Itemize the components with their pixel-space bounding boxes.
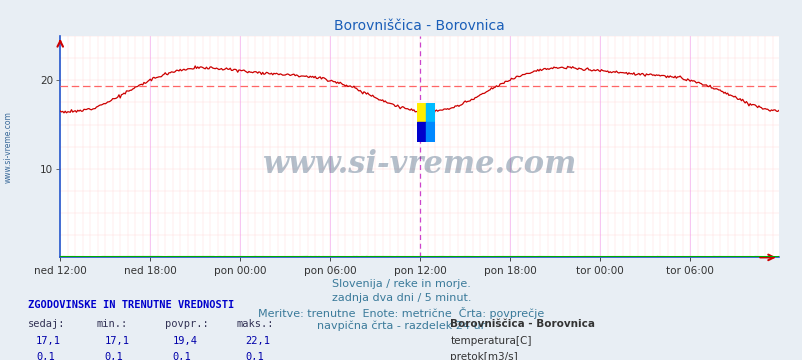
Text: pretok[m3/s]: pretok[m3/s] [450,352,517,360]
Text: maks.:: maks.: [237,319,274,329]
Bar [417,122,426,142]
Text: 17,1: 17,1 [36,336,61,346]
Text: 22,1: 22,1 [245,336,269,346]
Text: 0,1: 0,1 [172,352,191,360]
Text: Slovenija / reke in morje.: Slovenija / reke in morje. [332,279,470,289]
Text: 0,1: 0,1 [245,352,263,360]
Title: Borovniščica - Borovnica: Borovniščica - Borovnica [334,19,504,33]
Text: navpična črta - razdelek 24 ur: navpična črta - razdelek 24 ur [317,321,485,331]
Bar [417,103,426,122]
Text: temperatura[C]: temperatura[C] [450,336,531,346]
Text: Borovniščica - Borovnica: Borovniščica - Borovnica [449,319,594,329]
Text: 0,1: 0,1 [104,352,123,360]
Text: Meritve: trenutne  Enote: metrične  Črta: povprečje: Meritve: trenutne Enote: metrične Črta: … [258,307,544,319]
Text: www.si-vreme.com: www.si-vreme.com [262,149,576,180]
Bar [426,122,435,142]
Text: zadnja dva dni / 5 minut.: zadnja dva dni / 5 minut. [331,293,471,303]
Text: www.si-vreme.com: www.si-vreme.com [3,111,13,183]
Text: 19,4: 19,4 [172,336,197,346]
Text: 0,1: 0,1 [36,352,55,360]
Text: sedaj:: sedaj: [28,319,66,329]
Text: min.:: min.: [96,319,128,329]
Text: povpr.:: povpr.: [164,319,208,329]
Text: ZGODOVINSKE IN TRENUTNE VREDNOSTI: ZGODOVINSKE IN TRENUTNE VREDNOSTI [28,300,234,310]
Bar [426,103,435,122]
Text: 17,1: 17,1 [104,336,129,346]
